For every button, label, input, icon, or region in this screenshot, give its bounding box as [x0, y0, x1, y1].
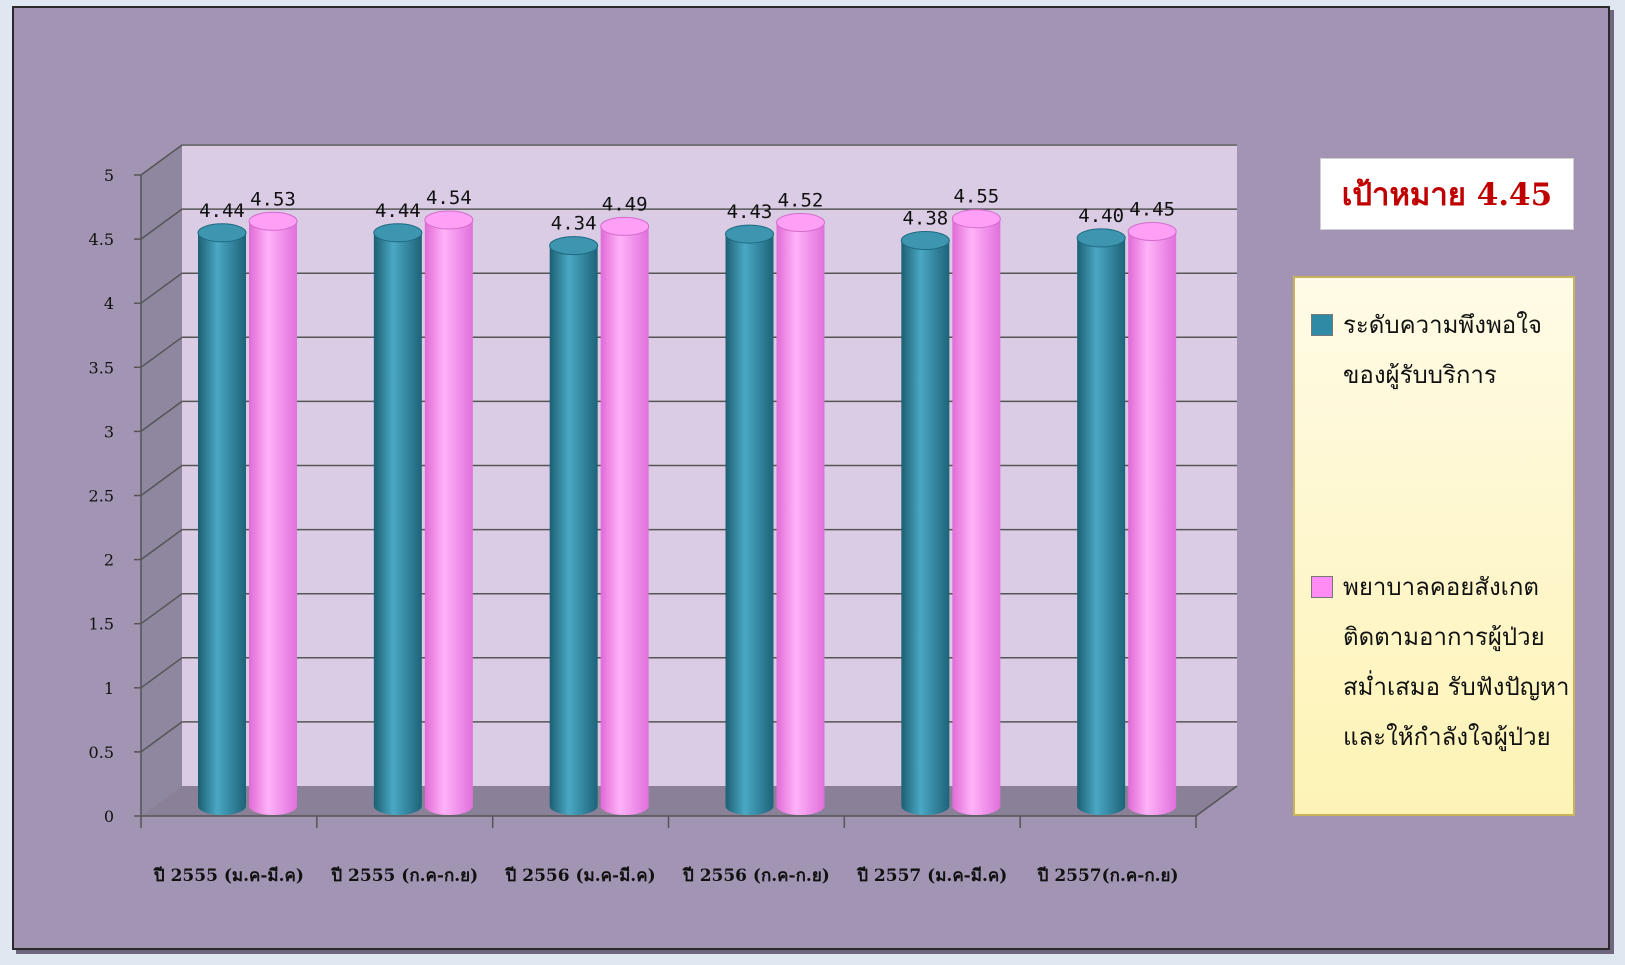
- bar-series2-base: [952, 797, 1001, 815]
- bar-series1-base: [549, 797, 598, 815]
- x-axis-depth: [1195, 785, 1238, 817]
- bar-series1-top: [900, 230, 950, 250]
- bar-series1: [549, 245, 598, 806]
- bar-series2: [600, 226, 649, 806]
- gridline-side: [140, 464, 183, 497]
- bar-series2-top: [248, 211, 298, 231]
- target-label: เป้าหมาย 4.45: [1341, 177, 1553, 213]
- bar-series2: [952, 218, 1001, 806]
- legend-swatch-series2: [1311, 576, 1333, 598]
- bar-series1-top: [373, 223, 423, 243]
- data-label-series1: 4.44: [375, 200, 421, 222]
- bar-series1-base: [725, 797, 774, 815]
- bar-series2-top: [424, 210, 474, 230]
- legend: ระดับความพึงพอใจ ของผู้รับบริการ พยาบาลค…: [1293, 276, 1575, 816]
- y-tick-label: 4.5: [89, 230, 114, 249]
- bar-series2-top: [600, 216, 650, 236]
- data-label-series2: 4.49: [602, 193, 648, 215]
- bar-series1: [373, 232, 422, 807]
- data-label-series1: 4.40: [1078, 205, 1124, 227]
- y-tick-label: 3.5: [89, 358, 114, 377]
- y-tick-label: 1.5: [89, 615, 114, 634]
- gridline-side: [140, 336, 183, 368]
- x-category-label: ปี 2556 (ม.ค-มี.ค): [505, 865, 656, 886]
- bar-series2-top: [1127, 222, 1177, 242]
- y-tick-label: 1: [104, 679, 114, 698]
- data-label-series2: 4.53: [250, 188, 296, 210]
- bar-series2-base: [424, 797, 473, 815]
- gridline-side: [140, 208, 183, 240]
- gridline-side: [140, 657, 183, 689]
- bar-series1: [725, 234, 774, 807]
- legend-swatch-series1: [1311, 314, 1333, 336]
- gridline-side: [140, 144, 183, 176]
- data-label-series1: 4.38: [902, 207, 948, 229]
- gridline-side: [140, 272, 183, 304]
- bar-series1-base: [373, 797, 422, 815]
- gridline-side: [140, 721, 183, 753]
- bar-series1-top: [549, 236, 599, 256]
- y-tick-label: 0.5: [89, 743, 114, 762]
- bar-series2-base: [249, 797, 297, 815]
- bar-series1-base: [1077, 797, 1126, 815]
- x-category-label: ปี 2555 (ม.ค-มี.ค): [153, 865, 304, 886]
- y-tick-label: 5: [104, 166, 114, 185]
- y-tick-label: 4: [104, 294, 114, 313]
- data-label-series1: 4.34: [551, 213, 597, 235]
- gridline-side: [140, 593, 183, 625]
- bar-series1-top: [197, 223, 247, 243]
- data-label-series2: 4.45: [1129, 199, 1175, 221]
- bar-series2: [1128, 231, 1177, 806]
- bar-series1-base: [198, 797, 246, 815]
- bar-series2-top: [776, 213, 825, 233]
- bar-series1: [1077, 237, 1126, 807]
- y-tick-label: 0: [104, 807, 114, 826]
- data-label-series2: 4.54: [426, 187, 472, 209]
- legend-item-series1: ระดับความพึงพอใจ ของผู้รับบริการ: [1311, 300, 1578, 400]
- data-label-series1: 4.43: [727, 201, 773, 223]
- target-box: เป้าหมาย 4.45: [1320, 158, 1574, 230]
- bar-series2-base: [600, 797, 649, 815]
- legend-item-series2: พยาบาลคอยสังเกต ติดตามอาการผู้ป่วย สม่ำเ…: [1311, 562, 1578, 762]
- bar-series2: [424, 219, 473, 807]
- x-category-label: ปี 2557 (ม.ค-มี.ค): [856, 865, 1007, 886]
- bar-series2-base: [776, 797, 825, 815]
- legend-label-series1: ระดับความพึงพอใจ ของผู้รับบริการ: [1343, 311, 1542, 389]
- bar-series2-top: [951, 209, 1001, 229]
- y-tick-label: 3: [104, 422, 114, 441]
- bar-series1: [198, 232, 246, 807]
- x-category-label: ปี 2556 (ก.ค-ก.ย): [682, 865, 830, 886]
- bar-series1: [901, 240, 950, 806]
- data-label-series1: 4.44: [199, 200, 245, 222]
- bar-series2: [249, 221, 297, 806]
- gridline-side: [140, 400, 183, 433]
- bar-series1-base: [901, 797, 950, 815]
- x-category-label: ปี 2557(ก.ค-ก.ย): [1037, 865, 1179, 886]
- bar-series2-base: [1128, 797, 1177, 815]
- bar-series2: [776, 222, 825, 806]
- data-label-series2: 4.52: [778, 190, 824, 212]
- gridline-side: [140, 528, 183, 561]
- x-category-label: ปี 2555 (ก.ค-ก.ย): [330, 865, 478, 886]
- data-label-series2: 4.55: [953, 186, 999, 208]
- plot-floor: [141, 786, 1237, 816]
- bar-series1-top: [725, 224, 774, 244]
- y-tick-label: 2: [104, 551, 114, 570]
- legend-label-series2: พยาบาลคอยสังเกต ติดตามอาการผู้ป่วย สม่ำเ…: [1343, 573, 1570, 751]
- y-tick-label: 2.5: [89, 487, 114, 506]
- bar-series1-top: [1076, 228, 1126, 248]
